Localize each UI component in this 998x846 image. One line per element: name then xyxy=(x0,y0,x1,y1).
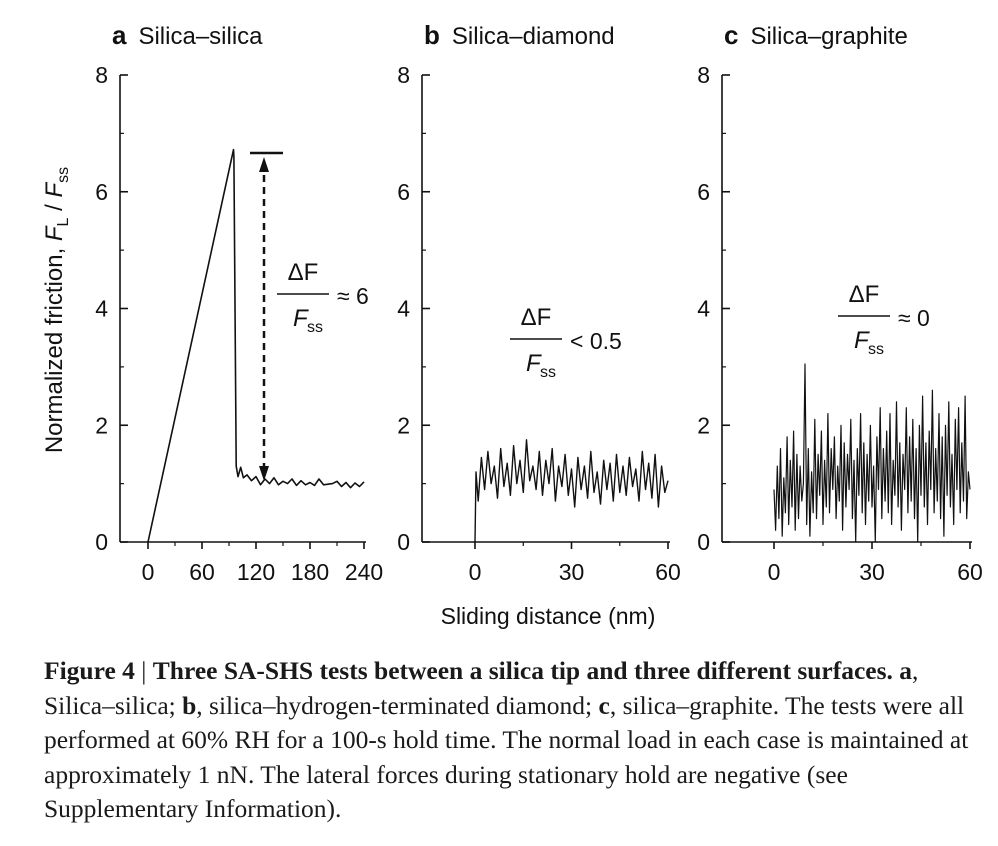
caption-b-letter: b xyxy=(182,690,197,720)
panel-a-title-text: Silica–silica xyxy=(138,23,263,50)
panel-a-y-tick-label: 2 xyxy=(95,412,108,438)
panel-c-title-text: Silica–graphite xyxy=(750,23,907,50)
panel-c-title: c Silica–graphite xyxy=(724,20,908,50)
panel-a-annotation-denominator-sub: ss xyxy=(307,319,323,336)
figure-caption: Figure 4 | Three SA-SHS tests between a … xyxy=(44,654,984,827)
panel-a-x-tick-label: 0 xyxy=(142,559,155,585)
caption-b-text: , silica–hydrogen-terminated diamond; xyxy=(196,690,599,720)
panel-a-x-tick-label: 120 xyxy=(237,559,275,585)
panel-c: c Silica–graphite 0 2 4 6 8 0 30 60 ΔF F ss ≈ 0 xyxy=(697,20,983,585)
panel-b-annotation-denominator: F xyxy=(526,350,542,377)
panel-b-y-tick-label: 8 xyxy=(397,62,410,88)
panel-a-letter: a xyxy=(112,20,127,50)
panel-c-x-tick-label: 60 xyxy=(957,559,983,585)
panel-b-annotation-denominator-sub: ss xyxy=(540,364,556,381)
y-axis-label-slash: / xyxy=(41,198,68,218)
panel-b-y-tick-label: 0 xyxy=(397,529,410,555)
panel-b-annotation-numerator: ΔF xyxy=(521,304,552,331)
panel-c-annotation-relation: ≈ 0 xyxy=(898,305,930,331)
panel-b: b Silica–diamond 0 2 4 6 8 0 30 60 ΔF F ss < 0.5 xyxy=(397,20,681,585)
caption-title: Three SA-SHS tests between a silica tip … xyxy=(152,656,893,685)
panel-a-arrow-head-down xyxy=(259,466,269,481)
panel-a-title: a Silica–silica xyxy=(112,20,263,50)
panel-a-annotation-numerator: ΔF xyxy=(288,259,319,286)
panel-a-x-tick-label: 240 xyxy=(345,559,383,585)
panel-c-y-tick-label: 6 xyxy=(697,179,710,205)
panel-a-y-tick-label: 4 xyxy=(95,296,108,322)
panel-b-y-tick-label: 4 xyxy=(397,296,410,322)
panel-b-title: b Silica–diamond xyxy=(424,20,615,50)
panel-c-annotation-denominator: F xyxy=(854,327,870,354)
panel-a-series-line xyxy=(147,148,365,543)
panel-b-title-text: Silica–diamond xyxy=(452,23,615,50)
panel-b-y-tick-label: 2 xyxy=(397,412,410,438)
panel-a-x-tick-label: 180 xyxy=(291,559,329,585)
panel-a-annotation-denominator: F xyxy=(293,305,309,332)
panel-b-x-tick-label: 30 xyxy=(559,559,585,585)
panel-b-letter: b xyxy=(424,20,440,50)
panel-a-y-tick-label: 0 xyxy=(95,529,108,555)
panel-b-annotation-relation: < 0.5 xyxy=(570,328,622,354)
caption-label: Figure 4 xyxy=(44,656,135,685)
panel-c-annotation-numerator: ΔF xyxy=(849,281,880,308)
y-axis-label-sub-ss: ss xyxy=(55,167,72,183)
panel-a-x-tick-label: 60 xyxy=(189,559,215,585)
panel-a-y-tick-label: 8 xyxy=(95,62,108,88)
y-axis-label: Normalized friction, FL / Fss xyxy=(41,167,72,453)
caption-a-text: , Silica–silica; xyxy=(44,656,919,720)
caption-c-text: , silica–graphite. The tests were all pe… xyxy=(44,690,969,824)
panel-a-y-tick-label: 6 xyxy=(95,179,108,205)
panel-c-y-tick-label: 8 xyxy=(697,62,710,88)
y-axis-label-f: F xyxy=(41,225,68,241)
panel-a-delta-arrow xyxy=(250,151,283,481)
panel-c-letter: c xyxy=(724,20,738,50)
panel-b-x-tick-label: 0 xyxy=(469,559,482,585)
caption-separator: | xyxy=(141,656,147,685)
figure-4-chart: Normalized friction, FL / Fss Sliding di… xyxy=(41,20,983,629)
panel-c-x-tick-label: 30 xyxy=(859,559,885,585)
panel-c-series-line xyxy=(773,363,971,543)
y-axis-label-f2: F xyxy=(41,182,68,198)
panel-b-series-line xyxy=(474,439,669,543)
panel-c-y-tick-label: 4 xyxy=(697,296,710,322)
panel-c-y-tick-label: 0 xyxy=(697,529,710,555)
panel-c-annotation-denominator-sub: ss xyxy=(868,341,884,358)
panel-a-arrow-head-up xyxy=(259,157,269,172)
panel-b-y-tick-label: 6 xyxy=(397,179,410,205)
y-axis-label-main: Normalized friction, xyxy=(41,241,68,453)
x-axis-label: Sliding distance (nm) xyxy=(441,603,656,629)
panel-b-x-tick-label: 60 xyxy=(655,559,681,585)
panel-c-x-tick-label: 0 xyxy=(768,559,781,585)
panel-a: a Silica–silica 0 2 4 6 8 0 60 120 180 240 ΔF F ss ≈ 6 xyxy=(95,20,383,585)
caption-a-letter: a xyxy=(899,656,913,685)
panel-c-y-tick-label: 2 xyxy=(697,412,710,438)
caption-c-letter: c xyxy=(598,690,610,720)
y-axis-label-sub-l: L xyxy=(55,217,72,226)
panel-a-annotation-relation: ≈ 6 xyxy=(337,283,369,309)
